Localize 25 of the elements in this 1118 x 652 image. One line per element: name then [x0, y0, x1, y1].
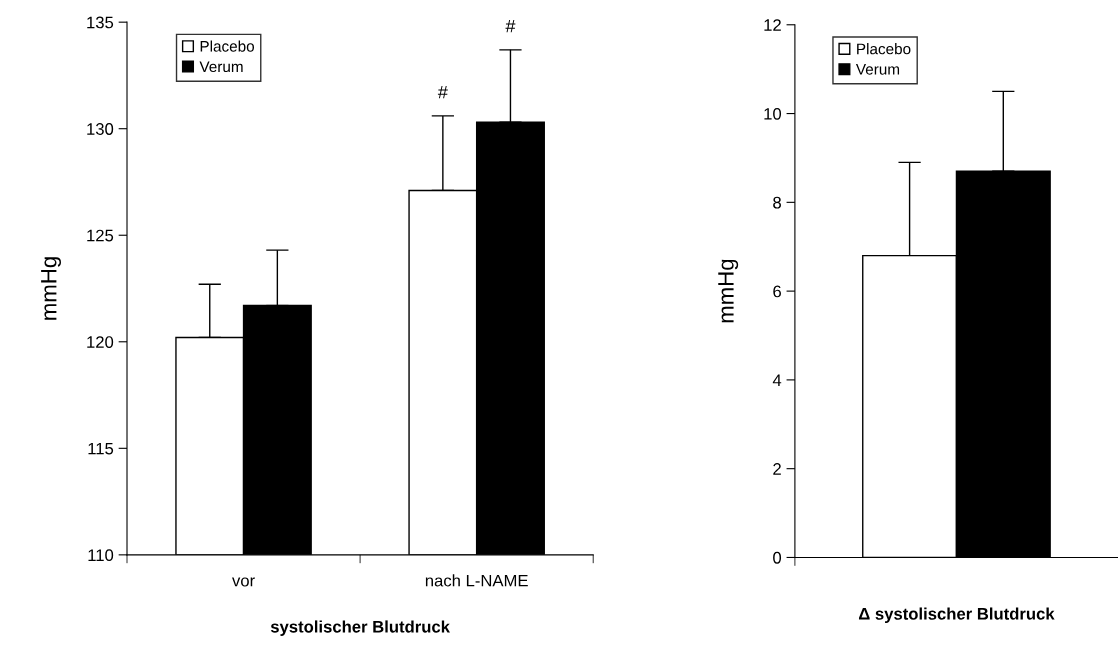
y-tick-label: 115	[88, 442, 114, 455]
annotation: #	[505, 19, 516, 33]
y-tick-label: 4	[772, 374, 782, 386]
y-tick-label: 135	[87, 16, 114, 29]
y-tick-label: 8	[773, 196, 781, 209]
x-axis-title: systolischer Blutdruck	[270, 620, 450, 636]
x-tick-label: vor	[232, 577, 255, 587]
y-tick-label: 10	[764, 107, 782, 120]
y-axis-title: mmHg	[718, 259, 739, 323]
y-tick-label: 12	[764, 19, 781, 31]
legend-label: Placebo	[200, 40, 255, 52]
y-axis-title: mmHg	[41, 257, 62, 320]
annotation: #	[437, 85, 448, 99]
y-tick-label: 125	[87, 229, 114, 242]
y-tick-label: 0	[773, 551, 782, 564]
y-tick-label: 120	[87, 336, 114, 348]
y-tick-label: 130	[87, 123, 114, 135]
y-tick-label: 110	[88, 549, 114, 562]
x-tick-label: nach L-NAME	[425, 574, 528, 587]
legend-label: Verum	[855, 64, 900, 75]
x-axis-title: Δ systolischer Blutdruck	[858, 607, 1055, 623]
y-tick-label: 2	[773, 463, 781, 475]
legend-label: Placebo	[857, 43, 911, 55]
y-tick-label: 6	[773, 285, 781, 298]
legend-label: Verum	[199, 61, 243, 73]
